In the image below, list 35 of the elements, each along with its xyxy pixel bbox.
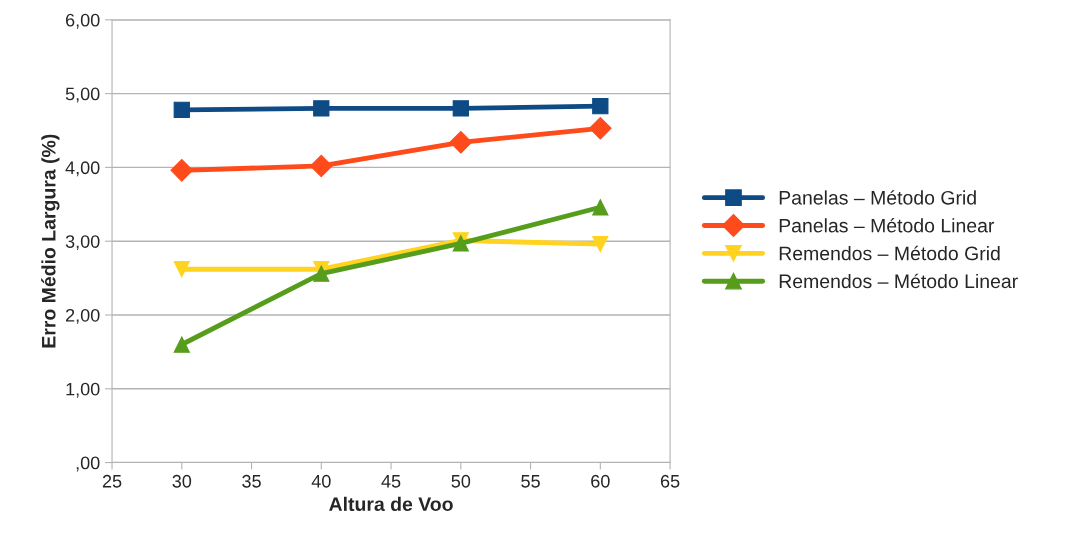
x-tick-label: 50 <box>451 474 471 488</box>
point <box>173 261 190 278</box>
legend-label: Panelas – Método Grid <box>779 190 976 205</box>
legend-label: Remendos – Método Grid <box>779 245 1000 261</box>
legend-label: Remendos – Método Linear <box>779 273 1018 289</box>
y-tick-label: 6,00 <box>66 13 100 29</box>
x-tick-label: 60 <box>591 474 610 488</box>
point <box>313 265 330 282</box>
point <box>592 235 609 253</box>
point <box>449 131 473 154</box>
y-tick-label: 3,00 <box>65 235 100 251</box>
point <box>592 199 609 216</box>
x-tick-label: 40 <box>311 474 331 488</box>
x-tick-label: 55 <box>521 475 540 488</box>
point <box>452 100 469 117</box>
y-tick-label: ,00 <box>76 456 100 472</box>
point <box>589 116 612 140</box>
y-tick-label: 2,00 <box>66 308 100 324</box>
x-tick-label: 25 <box>102 474 122 488</box>
x-axis-title: Altura de Voo <box>329 496 453 512</box>
point <box>309 154 333 178</box>
x-tick-label: 65 <box>660 474 680 488</box>
legend-label: Panelas – Método Linear <box>779 217 995 233</box>
point <box>173 101 190 119</box>
point <box>173 336 190 353</box>
x-tick-label: 35 <box>242 474 261 488</box>
point <box>313 100 330 117</box>
y-tick-label: 5,00 <box>65 87 100 103</box>
y-tick-label: 4,00 <box>65 161 100 177</box>
x-tick-label: 45 <box>381 475 401 488</box>
y-tick-label: 1,00 <box>66 382 100 398</box>
point <box>592 98 609 115</box>
y-axis-title: Erro Médio Largura (%) <box>41 134 60 348</box>
x-tick-label: 30 <box>172 474 192 488</box>
point <box>170 159 194 182</box>
